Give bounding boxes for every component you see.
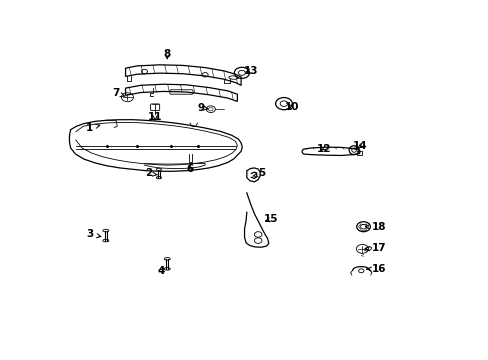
Text: 16: 16 — [366, 264, 386, 274]
Text: 10: 10 — [285, 102, 299, 112]
Text: 2: 2 — [144, 168, 157, 179]
Text: 17: 17 — [365, 243, 386, 253]
Text: 8: 8 — [163, 49, 170, 59]
Text: 1: 1 — [86, 123, 100, 133]
Text: 15: 15 — [264, 214, 278, 224]
Text: 12: 12 — [317, 144, 331, 153]
Text: 3: 3 — [86, 229, 101, 239]
Text: 5: 5 — [252, 168, 265, 179]
Text: 7: 7 — [112, 88, 125, 98]
Text: 4: 4 — [158, 266, 165, 275]
Text: 18: 18 — [365, 222, 386, 232]
Text: 13: 13 — [243, 66, 257, 76]
Text: 14: 14 — [352, 141, 367, 151]
Text: 9: 9 — [197, 103, 207, 113]
Text: 11: 11 — [147, 112, 162, 122]
Text: 6: 6 — [186, 164, 193, 174]
